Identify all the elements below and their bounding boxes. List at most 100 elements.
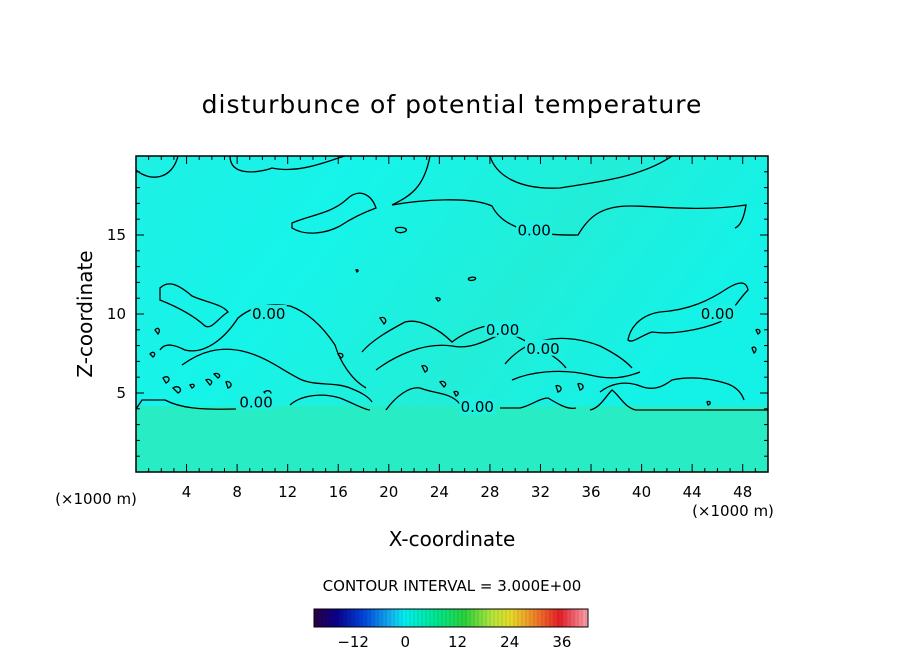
colorbar-swatch <box>364 609 367 627</box>
colorbar-swatch <box>554 609 557 627</box>
x-tick-labels: 4 8 12 16 20 24 28 32 36 40 44 48 <box>182 483 752 501</box>
contour-labels: 0.00 0.00 0.00 0.00 0.00 0.00 0.00 <box>238 221 736 416</box>
colorbar-swatch <box>530 609 533 627</box>
colorbar-swatch <box>378 609 381 627</box>
contour-label-bg <box>238 393 275 410</box>
colorbar-swatch <box>346 609 349 627</box>
colorbar-swatch <box>498 609 501 627</box>
colorbar-swatch <box>492 609 495 627</box>
contour-label: 0.00 <box>486 321 519 339</box>
colorbar-swatch <box>320 609 323 627</box>
colorbar-swatch <box>376 609 379 627</box>
contour-right-lower <box>599 377 745 401</box>
colorbar-swatch <box>358 609 361 627</box>
y-tick-label: 10 <box>107 305 126 323</box>
contour-label: 0.00 <box>701 305 734 323</box>
colorbar-swatch <box>514 609 517 627</box>
colorbar-swatch <box>356 609 359 627</box>
contour-top-left <box>136 156 179 178</box>
colorbar-swatch <box>332 609 335 627</box>
colorbar-swatch <box>488 609 491 627</box>
colorbar-swatch <box>414 609 417 627</box>
colorbar-swatch <box>318 609 321 627</box>
contour-islands <box>149 269 761 406</box>
colorbar-swatch <box>524 609 527 627</box>
colorbar-swatch <box>422 609 425 627</box>
colorbar-swatch <box>528 609 531 627</box>
x-tick-label: 12 <box>278 483 297 501</box>
colorbar-swatch <box>486 609 489 627</box>
colorbar-swatch <box>348 609 351 627</box>
colorbar-swatch <box>368 609 371 627</box>
colorbar-swatch <box>532 609 535 627</box>
colorbar-swatch <box>366 609 369 627</box>
contour-label: 0.00 <box>239 393 272 411</box>
colorbar-swatch <box>402 609 405 627</box>
contour-upper-long <box>391 156 747 236</box>
colorbar-swatch <box>352 609 355 627</box>
chart-title: disturbunce of potential temperature <box>202 90 703 119</box>
colorbar-swatch <box>336 609 339 627</box>
colorbar-swatch <box>380 609 383 627</box>
colorbar-swatch <box>324 609 327 627</box>
colorbar-swatch <box>436 609 439 627</box>
contour-label-bg <box>699 305 736 321</box>
y-axis-label: Z-coordinate <box>73 250 97 377</box>
colorbar-swatch <box>372 609 375 627</box>
x-tick-label: 8 <box>232 483 242 501</box>
colorbar-swatch <box>338 609 341 627</box>
contour-small-2 <box>467 276 477 282</box>
colorbar-swatch <box>468 609 471 627</box>
colorbar-swatch <box>434 609 437 627</box>
colorbar-swatch <box>544 609 547 627</box>
colorbar-swatch <box>334 609 337 627</box>
colorbar-tick-label: −12 <box>337 633 369 651</box>
colorbar-swatch <box>406 609 409 627</box>
colorbar-swatch <box>506 609 509 627</box>
colorbar-swatch <box>564 609 567 627</box>
contour-label: 0.00 <box>252 305 285 323</box>
colorbar-swatch <box>384 609 387 627</box>
colorbar-swatch <box>466 609 469 627</box>
colorbar-swatch <box>450 609 453 627</box>
colorbar-swatch <box>568 609 571 627</box>
colorbar-swatch <box>446 609 449 627</box>
colorbar-tick-label: 12 <box>448 633 467 651</box>
colorbar-frame <box>313 608 589 628</box>
colorbar-swatch <box>490 609 493 627</box>
colorbar-swatch <box>362 609 365 627</box>
colorbar-swatch <box>316 609 319 627</box>
axis-ticks <box>136 156 768 472</box>
colorbar-swatch <box>432 609 435 627</box>
colorbar-swatch <box>546 609 549 627</box>
contour-label-bg <box>484 320 521 337</box>
colorbar-swatch <box>474 609 477 627</box>
colorbar-swatch <box>456 609 459 627</box>
contour-label: 0.00 <box>461 398 494 416</box>
colorbar-swatch <box>354 609 357 627</box>
colorbar-swatch <box>520 609 523 627</box>
contour-label-bg <box>250 305 287 321</box>
colorbar-swatch <box>572 609 575 627</box>
colorbar-swatch <box>556 609 559 627</box>
colorbar-swatch <box>458 609 461 627</box>
colorbar-swatch <box>370 609 373 627</box>
contour-upper-blob <box>291 192 377 234</box>
x-tick-label: 4 <box>182 483 192 501</box>
x-tick-label: 24 <box>430 483 449 501</box>
colorbar-swatch <box>540 609 543 627</box>
colorbar-swatch <box>570 609 573 627</box>
colorbar-swatch <box>586 609 589 627</box>
x-tick-label: 20 <box>379 483 398 501</box>
x-tick-label: 32 <box>531 483 550 501</box>
colorbar-swatch <box>566 609 569 627</box>
colorbar-swatch <box>416 609 419 627</box>
colorbar-swatch <box>418 609 421 627</box>
colorbar-swatch <box>550 609 553 627</box>
colorbar-swatch <box>408 609 411 627</box>
colorbar-swatch <box>326 609 329 627</box>
colorbar-swatch <box>454 609 457 627</box>
colorbar-swatch <box>374 609 377 627</box>
field-lower <box>136 406 768 472</box>
